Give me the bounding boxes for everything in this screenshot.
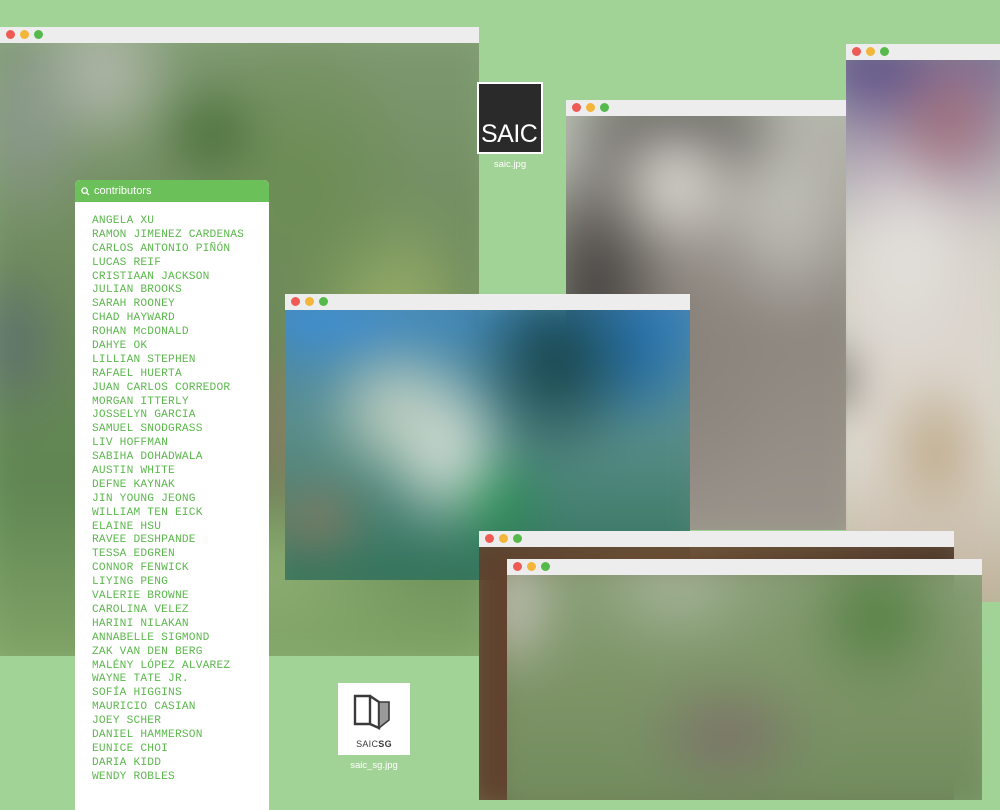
blurred-photo [507,575,982,800]
file-saic-sg-name: saic_sg.jpg [350,760,398,771]
contributor-name: LIYING PENG [92,576,169,589]
contributor-name: JUAN CARLOS CORREDOR [92,381,231,394]
maximize-icon[interactable] [319,297,328,306]
contributor-name: JULIAN BROOKS [92,284,182,297]
close-icon[interactable] [485,534,494,543]
saic-sg-logo-thumbnail: SAICSG [338,683,410,755]
contributors-panel: contributors ANGELA XU RAMON JIMENEZ CARD… [75,180,269,810]
close-icon[interactable] [513,562,522,571]
contributor-name: CHAD HAYWARD [92,312,175,325]
contributor-name: SAMUEL SNODGRASS [92,423,203,436]
contributors-header: contributors [75,180,269,202]
contributor-name: MORGAN ITTERLY [92,395,189,408]
contributor-name: DEFNE KAYNAK [92,478,175,491]
contributor-name: LUCAS REIF [92,256,162,269]
contributor-name: EUNICE CHOI [92,742,169,755]
maximize-icon[interactable] [541,562,550,571]
contributor-name: CARLOS ANTONIO PIÑÓN [92,242,231,255]
file-saic-sg[interactable]: SAICSG saic_sg.jpg [336,683,412,771]
contributor-name: WAYNE TATE JR. [92,673,189,686]
window-titlebar[interactable] [566,100,848,116]
window-titlebar[interactable] [846,44,1000,60]
contributor-name: ZAK VAN DEN BERG [92,645,203,658]
minimize-icon[interactable] [527,562,536,571]
contributor-name: RAFAEL HUERTA [92,367,182,380]
blurred-photo [846,60,1000,602]
maximize-icon[interactable] [513,534,522,543]
minimize-icon[interactable] [499,534,508,543]
window-crowd[interactable] [846,44,1000,602]
file-saic[interactable]: SAIC saic.jpg [477,82,543,170]
saic-logo-text: SAIC [481,120,538,148]
minimize-icon[interactable] [20,30,29,39]
contributor-name: JOSSELYN GARCIA [92,409,196,422]
window-titlebar[interactable] [479,531,954,547]
contributors-title: contributors [94,185,152,197]
close-icon[interactable] [852,47,861,56]
saic-sg-logo-mark [353,694,390,730]
contributor-name: MAURICIO CASIAN [92,701,196,714]
contributor-name: LIV HOFFMAN [92,437,169,450]
contributor-name: WILLIAM TEN EICK [92,506,203,519]
contributor-name: ELAINE HSU [92,520,162,533]
maximize-icon[interactable] [600,103,609,112]
contributor-name: ROHAN McDONALD [92,326,189,339]
contributor-name: DAHYE OK [92,340,148,353]
contributor-name: AUSTIN WHITE [92,465,175,478]
contributor-name: CAROLINA VELEZ [92,603,189,616]
close-icon[interactable] [572,103,581,112]
contributor-name: WENDY ROBLES [92,770,175,783]
window-garden[interactable] [507,559,982,800]
contributor-name: TESSA EDGREN [92,548,175,561]
contributor-name: SOFÍA HIGGINS [92,687,182,700]
contributor-name: LILLIAN STEPHEN [92,353,196,366]
close-icon[interactable] [291,297,300,306]
contributor-name: VALERIE BROWNE [92,590,189,603]
minimize-icon[interactable] [866,47,875,56]
contributors-list: ANGELA XU RAMON JIMENEZ CARDENAS CARLOS AN… [75,202,269,785]
contributor-name: JIN YOUNG JEONG [92,492,196,505]
contributor-name: SARAH ROONEY [92,298,175,311]
window-titlebar[interactable] [0,27,479,43]
contributor-name: CONNOR FENWICK [92,562,189,575]
minimize-icon[interactable] [305,297,314,306]
contributor-name: MALÉNY LÓPEZ ALVAREZ [92,659,231,672]
contributor-name: HARINI NILAKAN [92,617,189,630]
contributor-name: CRISTIAAN JACKSON [92,270,210,283]
contributor-name: DARIA KIDD [92,756,162,769]
contributor-name: RAVEE DESHPANDE [92,534,196,547]
maximize-icon[interactable] [34,30,43,39]
contributor-name: ANNABELLE SIGMOND [92,631,210,644]
saic-sg-logo-text: SAIC [356,739,379,749]
contributor-name: RAMON JIMENEZ CARDENAS [92,228,245,241]
contributor-name: JOEY SCHER [92,715,162,728]
close-icon[interactable] [6,30,15,39]
window-titlebar[interactable] [507,559,982,575]
window-titlebar[interactable] [285,294,690,310]
search-icon [81,186,90,196]
saic-logo-thumbnail: SAIC [477,82,543,154]
contributor-name: ANGELA XU [92,215,155,227]
minimize-icon[interactable] [586,103,595,112]
contributor-name: DANIEL HAMMERSON [92,728,203,741]
maximize-icon[interactable] [880,47,889,56]
contributor-name: SABIHA DOHADWALA [92,451,203,464]
saic-sg-logo-text-bold: SG [378,739,392,749]
file-saic-name: saic.jpg [493,159,527,170]
